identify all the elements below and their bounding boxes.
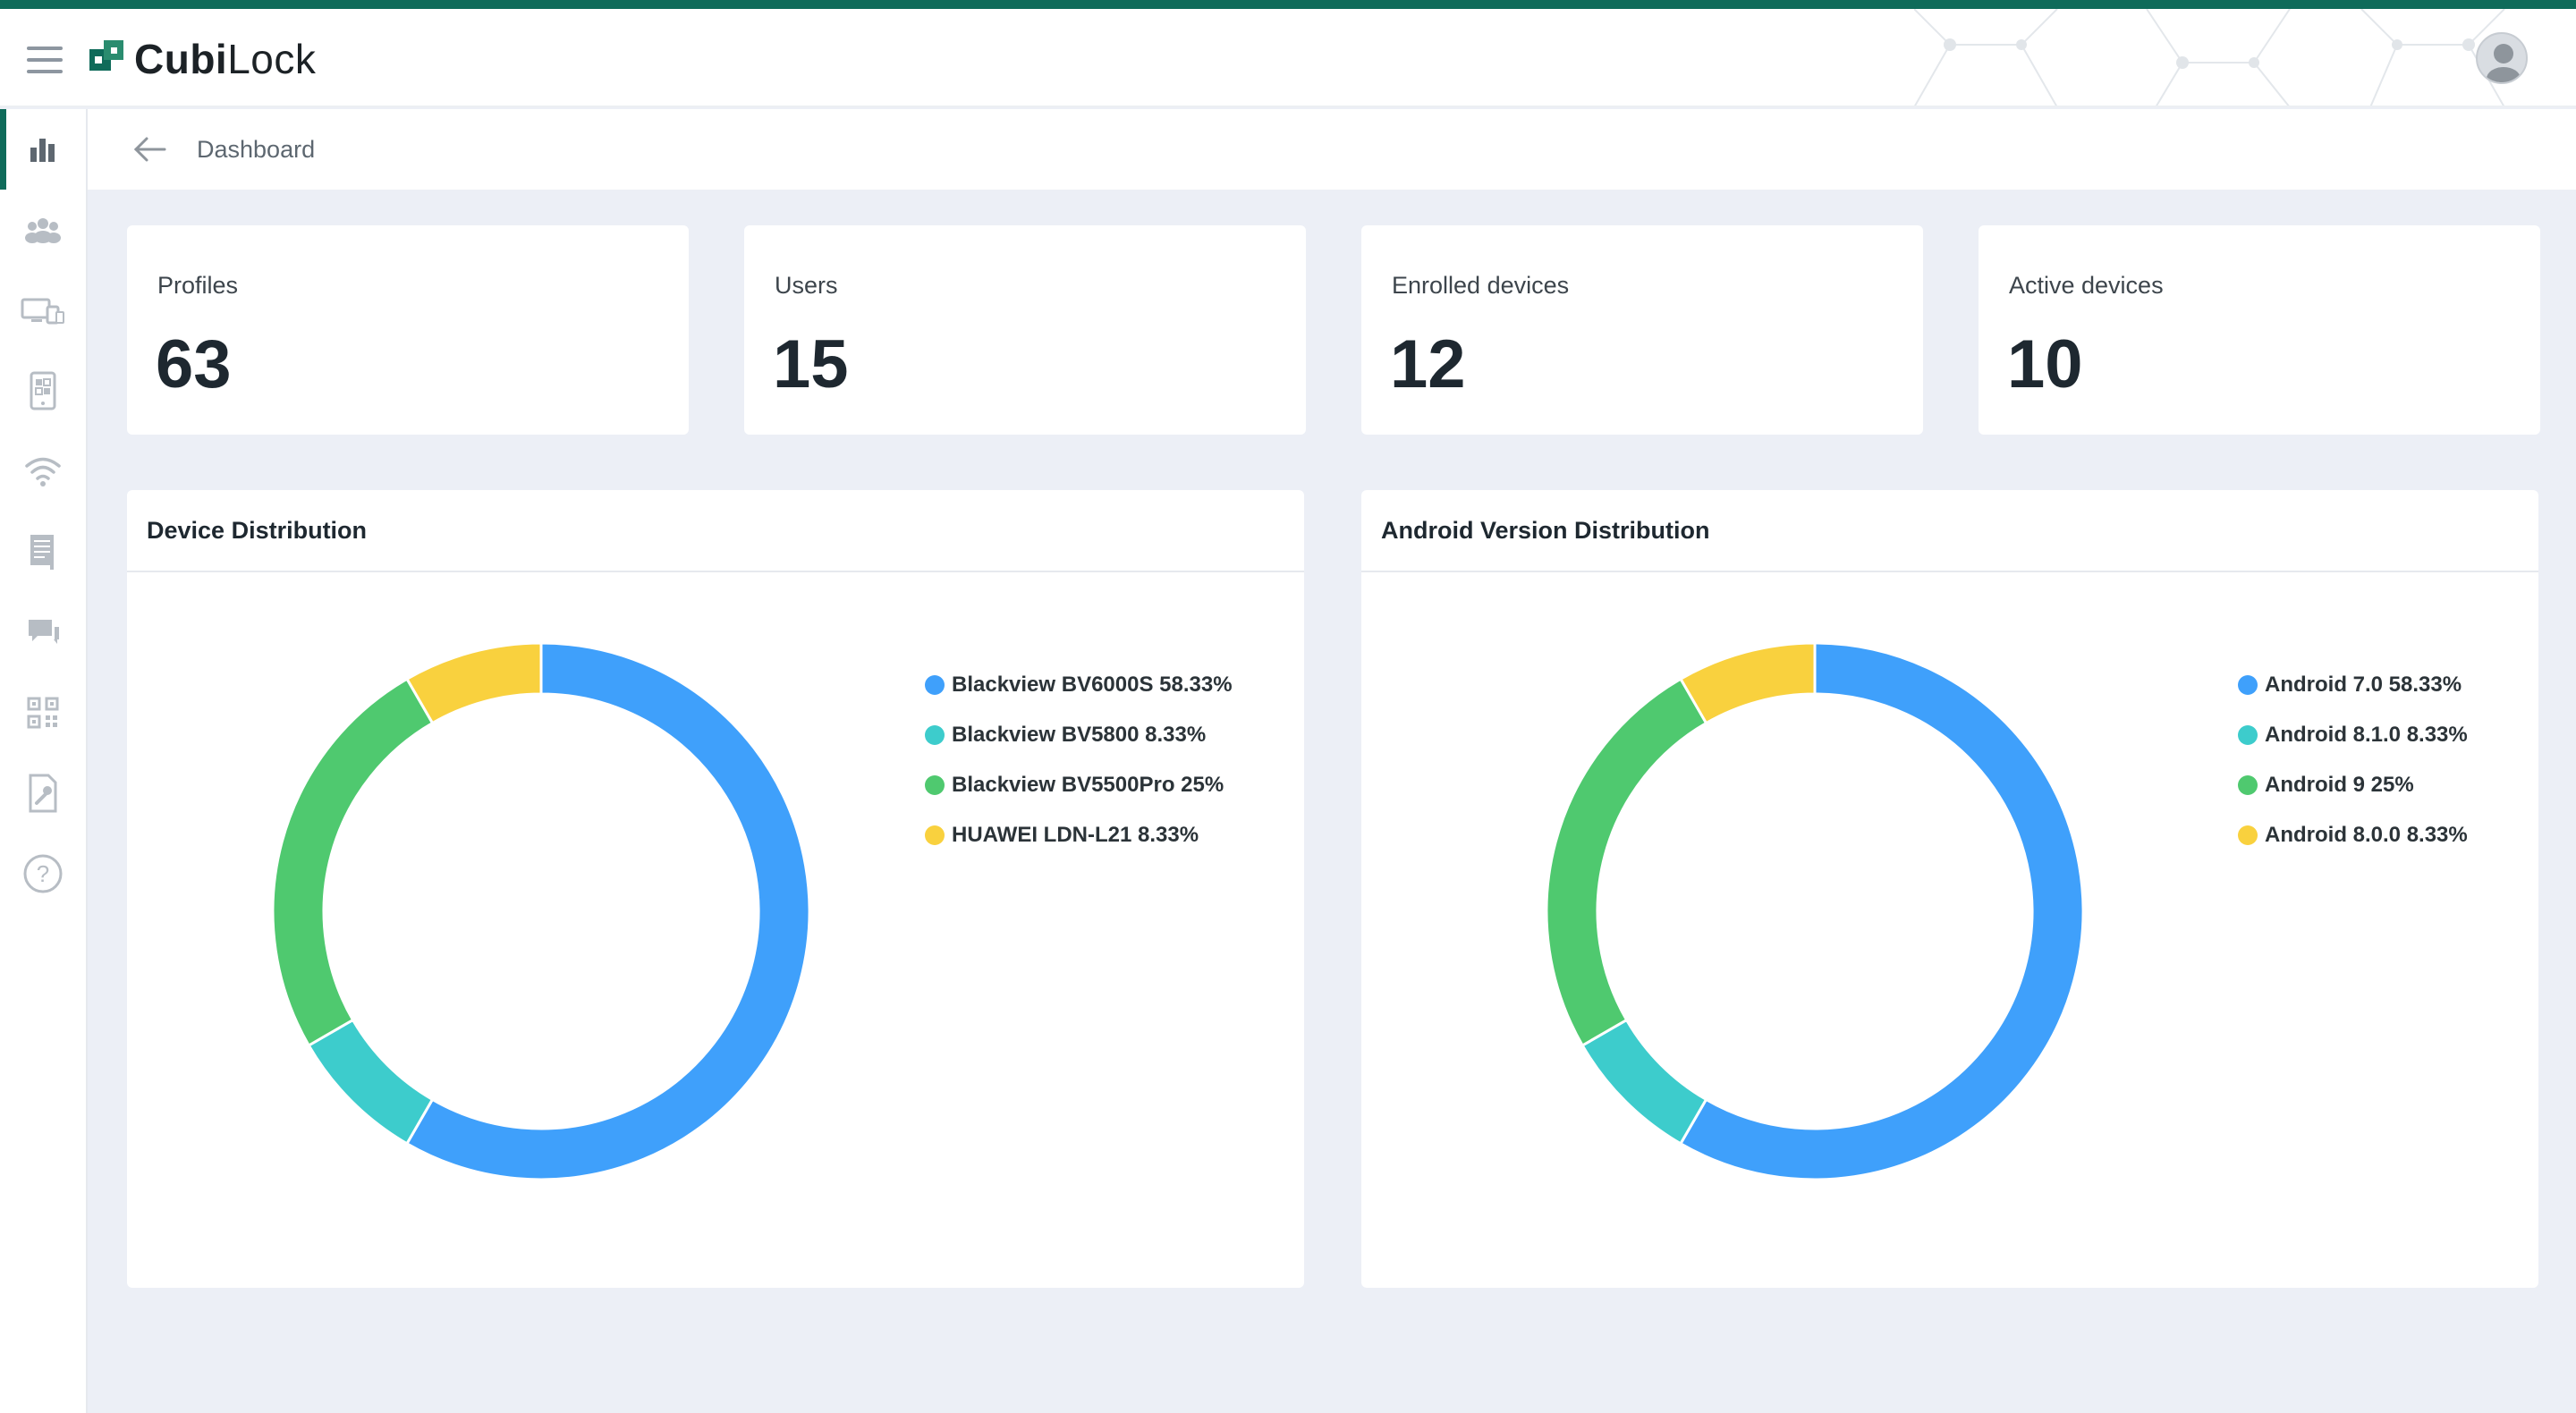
legend-dot	[2238, 675, 2258, 695]
android-legend: Android 7.0 58.33% Android 8.1.0 8.33% A…	[2238, 660, 2468, 860]
stat-card-profiles: Profiles 63	[127, 225, 689, 435]
card-divider	[127, 571, 1304, 572]
help-icon: ?	[23, 854, 63, 893]
chart-title: Device Distribution	[147, 517, 368, 544]
legend-label: Android 8.0.0 8.33%	[2265, 823, 2468, 847]
device-distribution-donut	[271, 641, 811, 1181]
legend-item[interactable]: Blackview BV5500Pro 25%	[925, 760, 1233, 810]
legend-item[interactable]: HUAWEI LDN-L21 8.33%	[925, 810, 1233, 860]
stat-card-active-devices: Active devices 10	[1979, 225, 2540, 435]
donut-slice-android-8-0-0[interactable]	[1678, 641, 1817, 725]
donut-slice-android-9[interactable]	[1545, 677, 1708, 1048]
legend-item[interactable]: Android 8.1.0 8.33%	[2238, 710, 2468, 760]
legend-dot	[925, 725, 945, 745]
stat-label: Profiles	[157, 272, 239, 299]
brand-name-part2: Lock	[227, 36, 317, 82]
donut-slice-android-8-1-0[interactable]	[1580, 1018, 1708, 1146]
devices-icon	[21, 298, 64, 325]
legend-label: HUAWEI LDN-L21 8.33%	[952, 823, 1199, 847]
device-legend: Blackview BV6000S 58.33% Blackview BV580…	[925, 660, 1233, 860]
legend-label: Android 9 25%	[2265, 773, 2414, 797]
cubilock-logo-icon	[89, 40, 123, 71]
file-wrench-icon	[29, 774, 57, 813]
sidebar-item-wifi[interactable]	[0, 431, 86, 512]
legend-dot	[925, 775, 945, 795]
legend-label: Blackview BV5500Pro 25%	[952, 773, 1224, 797]
stat-value: 15	[773, 326, 849, 402]
breadcrumb-bar	[88, 109, 2576, 190]
hamburger-icon[interactable]	[27, 47, 63, 73]
stat-card-enrolled-devices: Enrolled devices 12	[1361, 225, 1923, 435]
breadcrumb: Dashboard	[197, 136, 316, 163]
stat-value: 10	[2007, 326, 2083, 402]
donut-slice-blackview-bv6000s[interactable]	[404, 641, 811, 1181]
stat-value: 12	[1390, 326, 1466, 402]
chat-icon	[29, 620, 59, 644]
sidebar-item-documents[interactable]	[0, 512, 86, 592]
legend-item[interactable]: Android 9 25%	[2238, 760, 2468, 810]
legend-item[interactable]: Blackview BV6000S 58.33%	[925, 660, 1233, 710]
avatar-silhouette-icon	[2487, 44, 2521, 82]
legend-item[interactable]: Android 8.0.0 8.33%	[2238, 810, 2468, 860]
qr-code-icon	[27, 697, 59, 729]
legend-dot	[2238, 775, 2258, 795]
legend-dot	[2238, 725, 2258, 745]
tablet-apps-icon	[30, 371, 56, 410]
android-version-donut	[1545, 641, 2085, 1181]
top-accent-strip	[0, 0, 2576, 9]
stat-label: Enrolled devices	[1392, 272, 1570, 299]
wifi-icon	[25, 457, 61, 487]
sidebar-item-dashboard[interactable]	[0, 109, 86, 190]
document-list-icon	[30, 535, 54, 570]
legend-dot	[925, 675, 945, 695]
legend-label: Blackview BV6000S 58.33%	[952, 673, 1233, 697]
legend-label: Android 8.1.0 8.33%	[2265, 723, 2468, 747]
brand-logo[interactable]: CubiLock	[88, 34, 316, 84]
legend-label: Blackview BV5800 8.33%	[952, 723, 1207, 747]
card-divider	[1361, 571, 2538, 572]
stat-label: Active devices	[2009, 272, 2164, 299]
sidebar-item-devices[interactable]	[0, 270, 86, 351]
stat-value: 63	[156, 326, 232, 402]
sidebar-item-apps[interactable]	[0, 351, 86, 431]
donut-slice-blackview-bv5500pro[interactable]	[271, 677, 435, 1048]
stat-card-users: Users 15	[744, 225, 1306, 435]
brand-name-part1: Cubi	[134, 36, 228, 82]
legend-label: Android 7.0 58.33%	[2265, 673, 2462, 697]
sidebar-item-help[interactable]: ?	[0, 833, 86, 914]
donut-slice-android-7-0[interactable]	[1678, 641, 2085, 1181]
app-header: CubiLock	[0, 9, 2576, 107]
donut-slice-blackview-bv5800[interactable]	[307, 1018, 435, 1146]
legend-item[interactable]: Android 7.0 58.33%	[2238, 660, 2468, 710]
brand-name: CubiLock	[134, 35, 316, 83]
back-arrow-icon[interactable]	[132, 134, 168, 165]
legend-dot	[2238, 825, 2258, 845]
users-group-icon	[25, 218, 61, 243]
hex-pattern-decoration	[1914, 9, 2505, 106]
sidebar-item-users[interactable]	[0, 190, 86, 270]
bar-chart-icon	[30, 139, 55, 162]
device-distribution-card: Device Distribution Blackview BV6000S 58…	[127, 490, 1304, 1288]
legend-dot	[925, 825, 945, 845]
android-version-card: Android Version Distribution Android 7.0…	[1361, 490, 2538, 1288]
sidebar: ?	[0, 109, 88, 1413]
sidebar-item-messages[interactable]	[0, 592, 86, 673]
legend-item[interactable]: Blackview BV5800 8.33%	[925, 710, 1233, 760]
sidebar-item-tools[interactable]	[0, 753, 86, 833]
user-avatar-icon[interactable]	[2476, 32, 2528, 84]
chart-title: Android Version Distribution	[1381, 517, 1710, 544]
svg-text:?: ?	[37, 860, 49, 887]
donut-slice-huawei-ldn-l21[interactable]	[404, 641, 543, 725]
stat-label: Users	[775, 272, 838, 299]
sidebar-item-qr[interactable]	[0, 673, 86, 753]
